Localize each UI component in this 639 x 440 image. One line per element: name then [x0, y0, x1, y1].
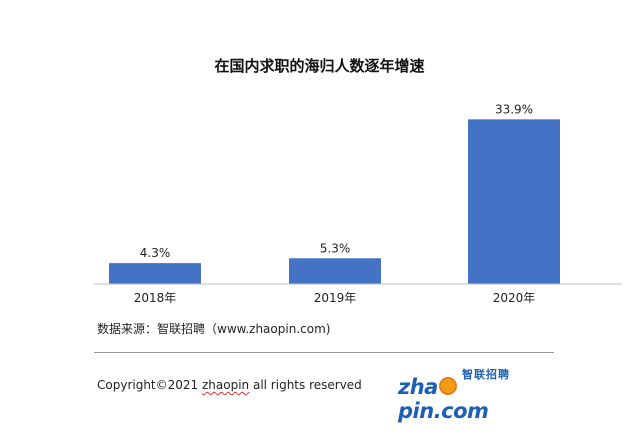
x-tick-label: 2018年 [134, 291, 177, 305]
bar-2018年 [109, 263, 201, 284]
data-label: 33.9% [495, 102, 533, 116]
logo-cn-text: 智联招聘 [462, 368, 510, 381]
data-label: 4.3% [140, 246, 171, 260]
copyright-text: Copyright©2021 zhaopin all rights reserv… [97, 378, 362, 392]
footer-divider [94, 352, 554, 353]
copyright-prefix: Copyright©2021 [97, 378, 202, 392]
bar-2020年 [468, 119, 560, 284]
chart-title: 在国内求职的海归人数逐年增速 [214, 57, 425, 75]
x-tick-label: 2019年 [314, 291, 357, 305]
copyright-brand: zhaopin [202, 378, 250, 392]
logo-en-prefix: zha [398, 375, 438, 399]
logo-en-text: zhapin.com [398, 375, 516, 423]
logo-o-icon [438, 377, 457, 395]
data-source-note: 数据来源：智联招聘（www.zhaopin.com) [97, 322, 331, 336]
x-tick-label: 2020年 [493, 291, 536, 305]
data-label: 5.3% [320, 241, 351, 255]
copyright-suffix: all rights reserved [249, 378, 362, 392]
zhaopin-logo: 智联招聘 zhapin.com [396, 366, 516, 423]
logo-en-suffix: pin.com [398, 399, 489, 423]
bar-2019年 [289, 258, 381, 284]
